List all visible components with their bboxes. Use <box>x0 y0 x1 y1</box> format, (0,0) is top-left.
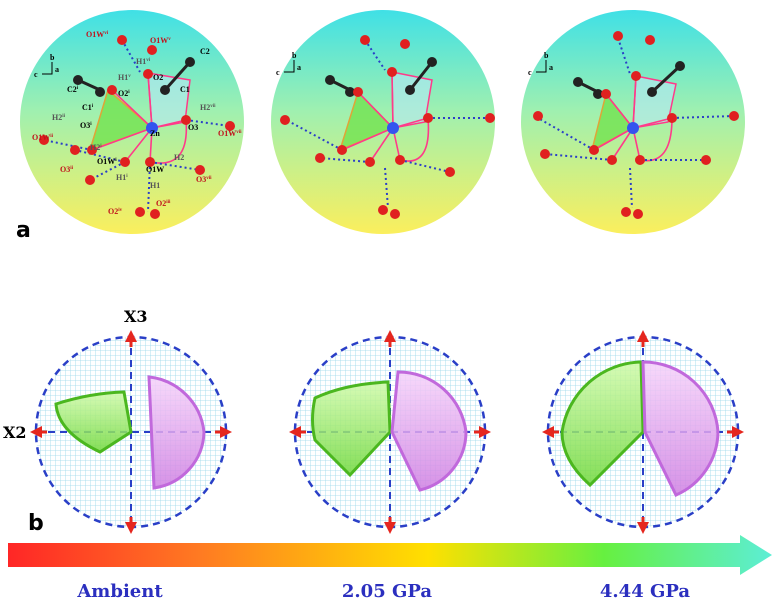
pressure-bar <box>8 535 772 575</box>
atom-label: Zn <box>150 129 160 138</box>
atom-label: H1i <box>116 173 128 182</box>
atom-label: H2i <box>90 143 102 152</box>
strain-circle-ambient <box>30 330 232 534</box>
panel-label-a: a <box>16 218 31 243</box>
pressure-label-4-44gpa: 4.44 GPa <box>600 581 691 602</box>
atom-label: O2 <box>153 73 163 82</box>
atom-label: H1vi <box>136 57 151 66</box>
strain-circle-2-05gpa <box>289 330 491 534</box>
atom-label: O2i <box>118 89 130 98</box>
crystal-axes-2 <box>284 60 295 73</box>
axis-c-label-1: c <box>34 70 38 79</box>
pressure-label-2-05gpa: 2.05 GPa <box>342 581 433 602</box>
atom-label: H1 <box>150 181 160 190</box>
atom-label: H2ii <box>52 113 66 122</box>
axis-label-x2: X2 <box>3 423 27 442</box>
molecule-sphere-2-05gpa <box>271 10 495 234</box>
molecule-sphere-ambient <box>20 10 244 234</box>
atom-label: H2 <box>174 153 184 162</box>
atom-label: H1v <box>118 73 131 82</box>
atom-label: O1Wvii <box>218 129 242 138</box>
atom-label: C1 <box>180 85 190 94</box>
axis-a-label-3: a <box>549 63 553 72</box>
atom-label: O3i <box>80 121 92 130</box>
pressure-label-ambient: Ambient <box>76 581 163 602</box>
atom-label: O1Wv <box>150 36 171 45</box>
atom-label: O2iv <box>108 207 123 216</box>
panel-label-b: b <box>28 511 44 536</box>
atom-label: C2i <box>67 85 79 94</box>
axis-c-label-3: c <box>528 68 532 77</box>
axis-label-x3: X3 <box>124 307 148 326</box>
panel-a: c b a c b a c b a O1Wvi O1Wv H1vi H1v O2… <box>16 10 745 243</box>
axis-a-label-1: a <box>55 65 59 74</box>
strain-circle-4-44gpa <box>542 330 744 534</box>
atom-label: O1Wi <box>97 157 117 166</box>
axis-b-label-2: b <box>292 51 297 60</box>
axis-a-label-2: a <box>297 63 301 72</box>
panel-b: X3 X2 b <box>3 307 744 536</box>
atom-label: H2vii <box>200 103 216 112</box>
atom-label: O3vii <box>196 175 212 184</box>
atom-label: O3ii <box>60 165 74 174</box>
atom-label: O1W <box>146 165 164 174</box>
atom-label: O1Wii <box>32 133 54 142</box>
atom-label: O1Wvi <box>86 30 109 39</box>
atom-label: O3 <box>188 123 198 132</box>
axis-c-label-2: c <box>276 68 280 77</box>
crystal-axes-1 <box>42 62 53 75</box>
atom-label: C1i <box>82 103 94 112</box>
axis-b-label-1: b <box>50 53 55 62</box>
molecule-sphere-4-44gpa <box>521 10 745 234</box>
atom-label: C2 <box>200 47 210 56</box>
axis-b-label-3: b <box>544 51 549 60</box>
atom-label: O2iii <box>156 199 171 208</box>
crystal-axes-3 <box>536 60 547 73</box>
